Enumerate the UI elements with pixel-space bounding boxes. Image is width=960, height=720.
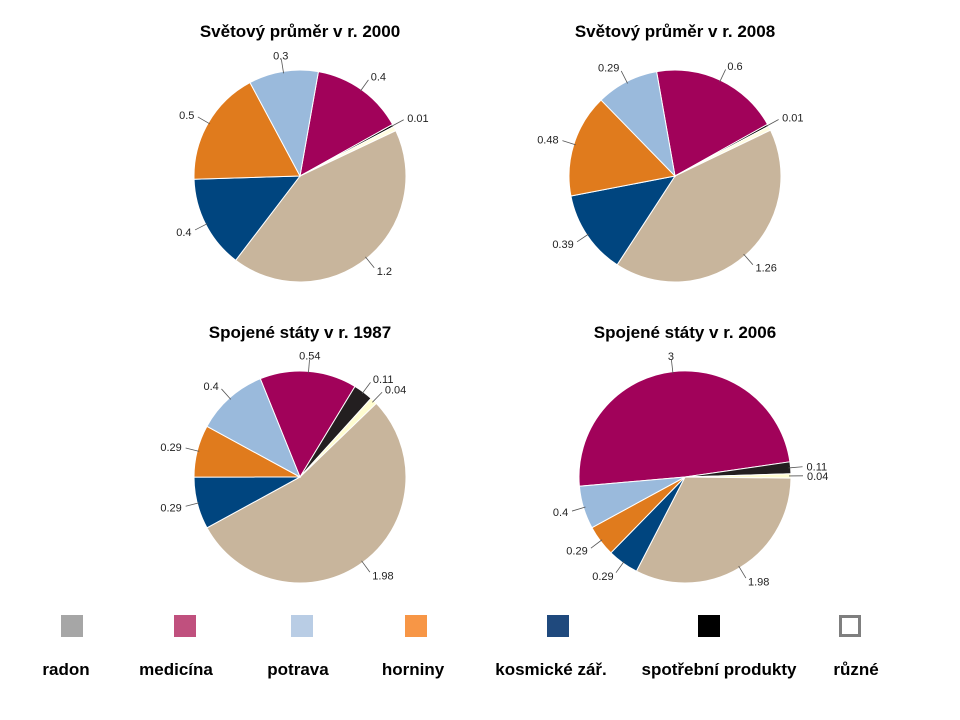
data-label: 0.4	[176, 227, 191, 239]
legend-swatch-kosmicke-zar	[547, 615, 569, 637]
data-label: 1.98	[372, 570, 393, 582]
leader-line	[197, 116, 211, 125]
pie-chart-usa-1987: Spojené státy v r. 1987 0.54 0.11 0.04 1.98…	[160, 323, 440, 603]
data-label: 0.48	[537, 134, 558, 146]
legend-label-spotrebni-produkty: spotřební produkty	[641, 660, 797, 679]
chart-title: Světový průměr v r. 2008	[574, 22, 776, 41]
data-label: 1.2	[377, 266, 392, 278]
legend-swatch-potrava	[291, 615, 313, 637]
pie-svg: 3 0.110.04 1.98 0.29 0.29 0.4	[553, 351, 829, 589]
pie-chart-world-2008: Světový průměr v r. 2008 0.6 0.01 1.26 0.39…	[535, 22, 815, 302]
leader-line	[359, 79, 369, 92]
leader-line	[738, 565, 747, 579]
leader-line	[221, 388, 232, 400]
legend-swatch-radon	[61, 615, 83, 637]
pie-chart-world-2000: Světový průměr v r. 2000 0.4 0.01 1.2 0.4 0.…	[160, 22, 440, 302]
leader-line	[308, 359, 310, 374]
legend-label-radon: radon	[42, 660, 90, 679]
data-label: 0.6	[727, 61, 742, 73]
chart-title: Spojené státy v r. 2006	[593, 323, 777, 342]
data-label: 0.04	[807, 471, 828, 483]
leader-line	[743, 253, 754, 265]
pie-chart-usa-2006: Spojené státy v r. 2006 3 0.11 0.04 1.98 0.2…	[545, 323, 829, 603]
legend-label-horniny: horniny	[381, 660, 445, 679]
leader-line	[562, 140, 576, 146]
leader-line	[620, 70, 628, 84]
leader-line	[391, 119, 404, 127]
leader-line	[671, 359, 674, 374]
data-label: 0.54	[299, 350, 320, 362]
leader-line	[788, 466, 803, 469]
data-label: 0.29	[592, 571, 613, 583]
leader-line	[194, 223, 208, 231]
leader-line	[361, 382, 371, 394]
data-label: 0.29	[598, 62, 619, 74]
legend-swatch-spotrebni-produkty	[698, 615, 720, 637]
data-label: 0.5	[179, 110, 194, 122]
data-label: 1.26	[755, 263, 776, 275]
leader-line	[365, 256, 375, 268]
leader-line	[571, 506, 586, 512]
legend-label-kosmicke-zar: kosmické zář.	[495, 660, 607, 679]
data-label: 0.11	[373, 374, 394, 386]
data-label: 1.98	[748, 577, 769, 589]
leader-line	[576, 233, 589, 243]
data-label: 0.01	[782, 113, 803, 125]
data-label: 0.29	[160, 442, 181, 454]
leader-line	[185, 447, 200, 452]
pie-svg: 0.54 0.110.04 1.98 0.29 0.29 0.4	[160, 350, 407, 584]
legend-label-ruzne: různé	[833, 660, 879, 679]
leader-line	[766, 119, 779, 127]
legend-swatch-medicina	[174, 615, 196, 637]
data-label: 0.4	[371, 72, 386, 84]
data-label: 0.04	[385, 384, 406, 396]
data-label: 0.4	[553, 507, 568, 519]
data-label: 0.39	[552, 239, 573, 251]
leader-line	[185, 502, 200, 507]
data-label: 0.29	[160, 502, 181, 514]
leader-line	[361, 560, 371, 573]
legend-label-potrava: potrava	[267, 660, 329, 679]
data-label: 0.01	[407, 113, 428, 125]
leader-line	[280, 59, 284, 74]
leader-line	[615, 561, 625, 573]
legend-swatch-horniny	[405, 615, 427, 637]
chart-title: Světový průměr v r. 2000	[199, 22, 401, 41]
leader-line	[590, 539, 603, 549]
data-label: 3	[668, 351, 674, 363]
data-label: 0.29	[566, 546, 587, 558]
data-label: 0.11	[807, 461, 828, 473]
legend-swatch-ruzne	[839, 615, 861, 637]
pie-svg: 0.4 0.01 1.2 0.4 0.5 0.3	[176, 51, 429, 283]
leader-line	[372, 391, 383, 403]
leader-line	[719, 69, 726, 83]
chart-title: Spojené státy v r. 1987	[208, 323, 392, 342]
data-label: 0.4	[204, 381, 219, 393]
data-label: 0.3	[273, 51, 288, 63]
legend-label-medicina: medicína	[139, 660, 213, 679]
pie-svg: 0.6 0.01 1.26 0.39 0.48 0.29	[537, 61, 804, 283]
